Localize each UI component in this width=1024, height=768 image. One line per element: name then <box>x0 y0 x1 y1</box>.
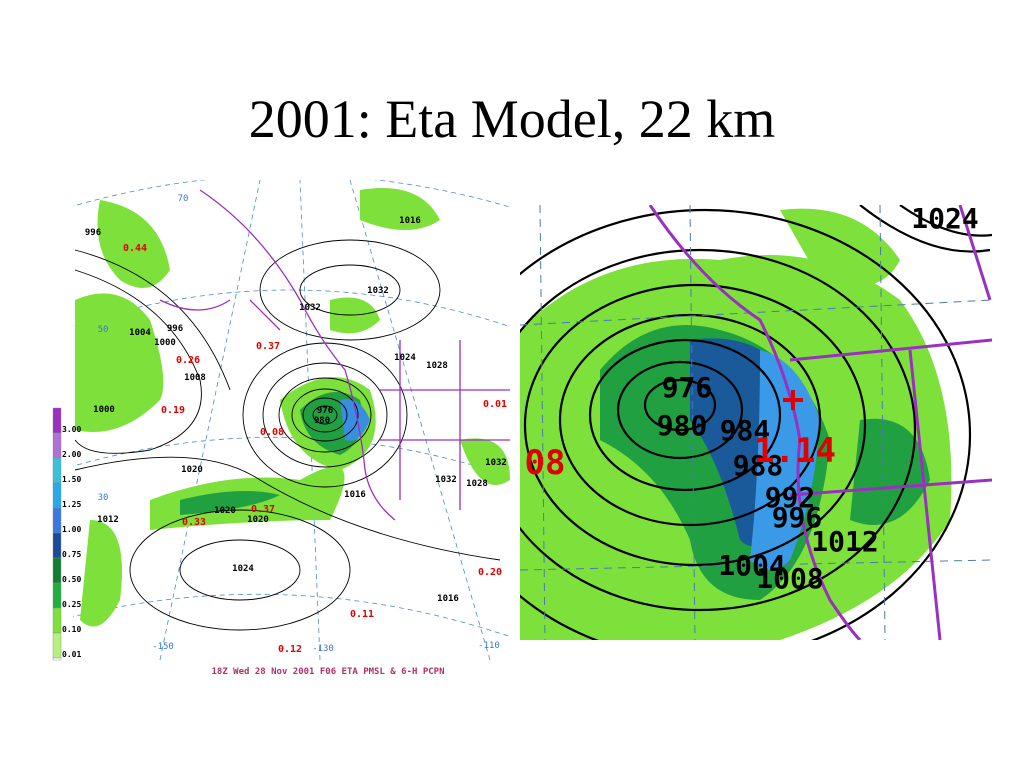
grid-label: 30 <box>98 493 109 503</box>
legend-swatch <box>52 532 62 559</box>
precip-label: 0.11 <box>350 609 374 620</box>
isobar-label: 1016 <box>399 216 421 226</box>
precip-label: 08 <box>525 443 566 483</box>
isobar-label: 976 <box>662 371 713 404</box>
isobar-label: 1016 <box>344 490 366 500</box>
precip-label: 0.20 <box>478 567 502 578</box>
isobar-label: 1032 <box>367 286 389 296</box>
isobar-label: 1024 <box>232 564 254 574</box>
legend-label: 0.01 <box>62 650 81 659</box>
slide-title: 2001: Eta Model, 22 km <box>249 89 775 149</box>
isobar-label: 1020 <box>214 506 236 516</box>
grid-label: 50 <box>98 325 109 335</box>
isobar-label: 1004 <box>129 328 151 338</box>
isobar-label: 988 <box>733 449 784 482</box>
grid-label: -110 <box>478 641 500 651</box>
precip-label: 0.33 <box>182 517 206 528</box>
grid-label: -130 <box>312 644 334 654</box>
legend-swatch <box>52 482 62 509</box>
legend-swatch <box>52 557 62 584</box>
legend-label: 1.50 <box>62 475 81 484</box>
isobar-label: 1028 <box>466 479 488 489</box>
isobar-label: 992 <box>765 481 816 514</box>
isobar-label: 1012 <box>811 525 878 558</box>
precip-label: 0.08 <box>260 427 284 438</box>
isobar-label: 980 <box>657 409 708 442</box>
isobar-label: 1008 <box>756 562 823 595</box>
precip-label: 0.44 <box>123 243 147 254</box>
isobar-label: 1032 <box>435 475 457 485</box>
legend-label: 2.00 <box>62 450 81 459</box>
isobar-label: 1004 <box>718 549 785 582</box>
precip-label: 0.01 <box>483 399 507 410</box>
isobar-label: 1032 <box>299 303 321 313</box>
isobar-label: 1000 <box>154 338 176 348</box>
isobar-label: 1020 <box>247 515 269 525</box>
legend-swatch <box>52 407 62 434</box>
isobar-label: 1024 <box>394 353 416 363</box>
precip-label: 0.12 <box>278 644 302 655</box>
legend-label: 0.25 <box>62 600 81 609</box>
isobar-label: 984 <box>720 414 771 447</box>
grid-label: -150 <box>152 642 174 652</box>
map-caption: 18Z Wed 28 Nov 2001 F06 ETA PMSL & 6-H P… <box>212 667 445 677</box>
legend-swatch <box>52 432 62 459</box>
isobar-label: 1000 <box>93 405 115 415</box>
legend-label: 1.00 <box>62 525 81 534</box>
legend-label: 0.50 <box>62 575 81 584</box>
isobar-label: 980 <box>314 416 330 426</box>
legend-swatch <box>52 457 62 484</box>
isobar-label: 1032 <box>485 458 507 468</box>
legend-label: 0.75 <box>62 550 81 559</box>
grid-label: 70 <box>178 194 189 204</box>
isobar-label: 1008 <box>184 373 206 383</box>
isobar-label: 976 <box>317 406 333 416</box>
legend-swatch <box>52 607 62 634</box>
left-map <box>73 180 510 662</box>
isobar-label: 996 <box>85 228 101 238</box>
isobar-label: 1012 <box>97 515 119 525</box>
legend-swatch <box>52 507 62 534</box>
precip-label: 0.19 <box>161 405 185 416</box>
isobar-label: 1016 <box>437 594 459 604</box>
isobar-label: 1020 <box>181 465 203 475</box>
precip-label: 0.37 <box>256 341 280 352</box>
legend-swatch <box>52 582 62 609</box>
isobar-label: 1024 <box>911 202 978 235</box>
legend-label: 3.00 <box>62 425 81 434</box>
precip-label: 0.37 <box>251 504 275 515</box>
legend-swatch <box>52 632 62 659</box>
precip-label: 0.26 <box>176 355 200 366</box>
legend-swatch <box>52 657 62 661</box>
precip-legend: 3.00 2.00 1.50 1.25 1.00 0.75 0.50 0.25 0.10 0.01 <box>52 407 81 661</box>
isobar-label: 996 <box>167 324 183 334</box>
isobar-label: 1028 <box>426 361 448 371</box>
legend-label: 1.25 <box>62 500 81 509</box>
isobar-label: 996 <box>772 501 823 534</box>
legend-label: 0.10 <box>62 625 81 634</box>
right-map <box>520 205 992 640</box>
precip-label: 1.14 <box>754 431 836 471</box>
